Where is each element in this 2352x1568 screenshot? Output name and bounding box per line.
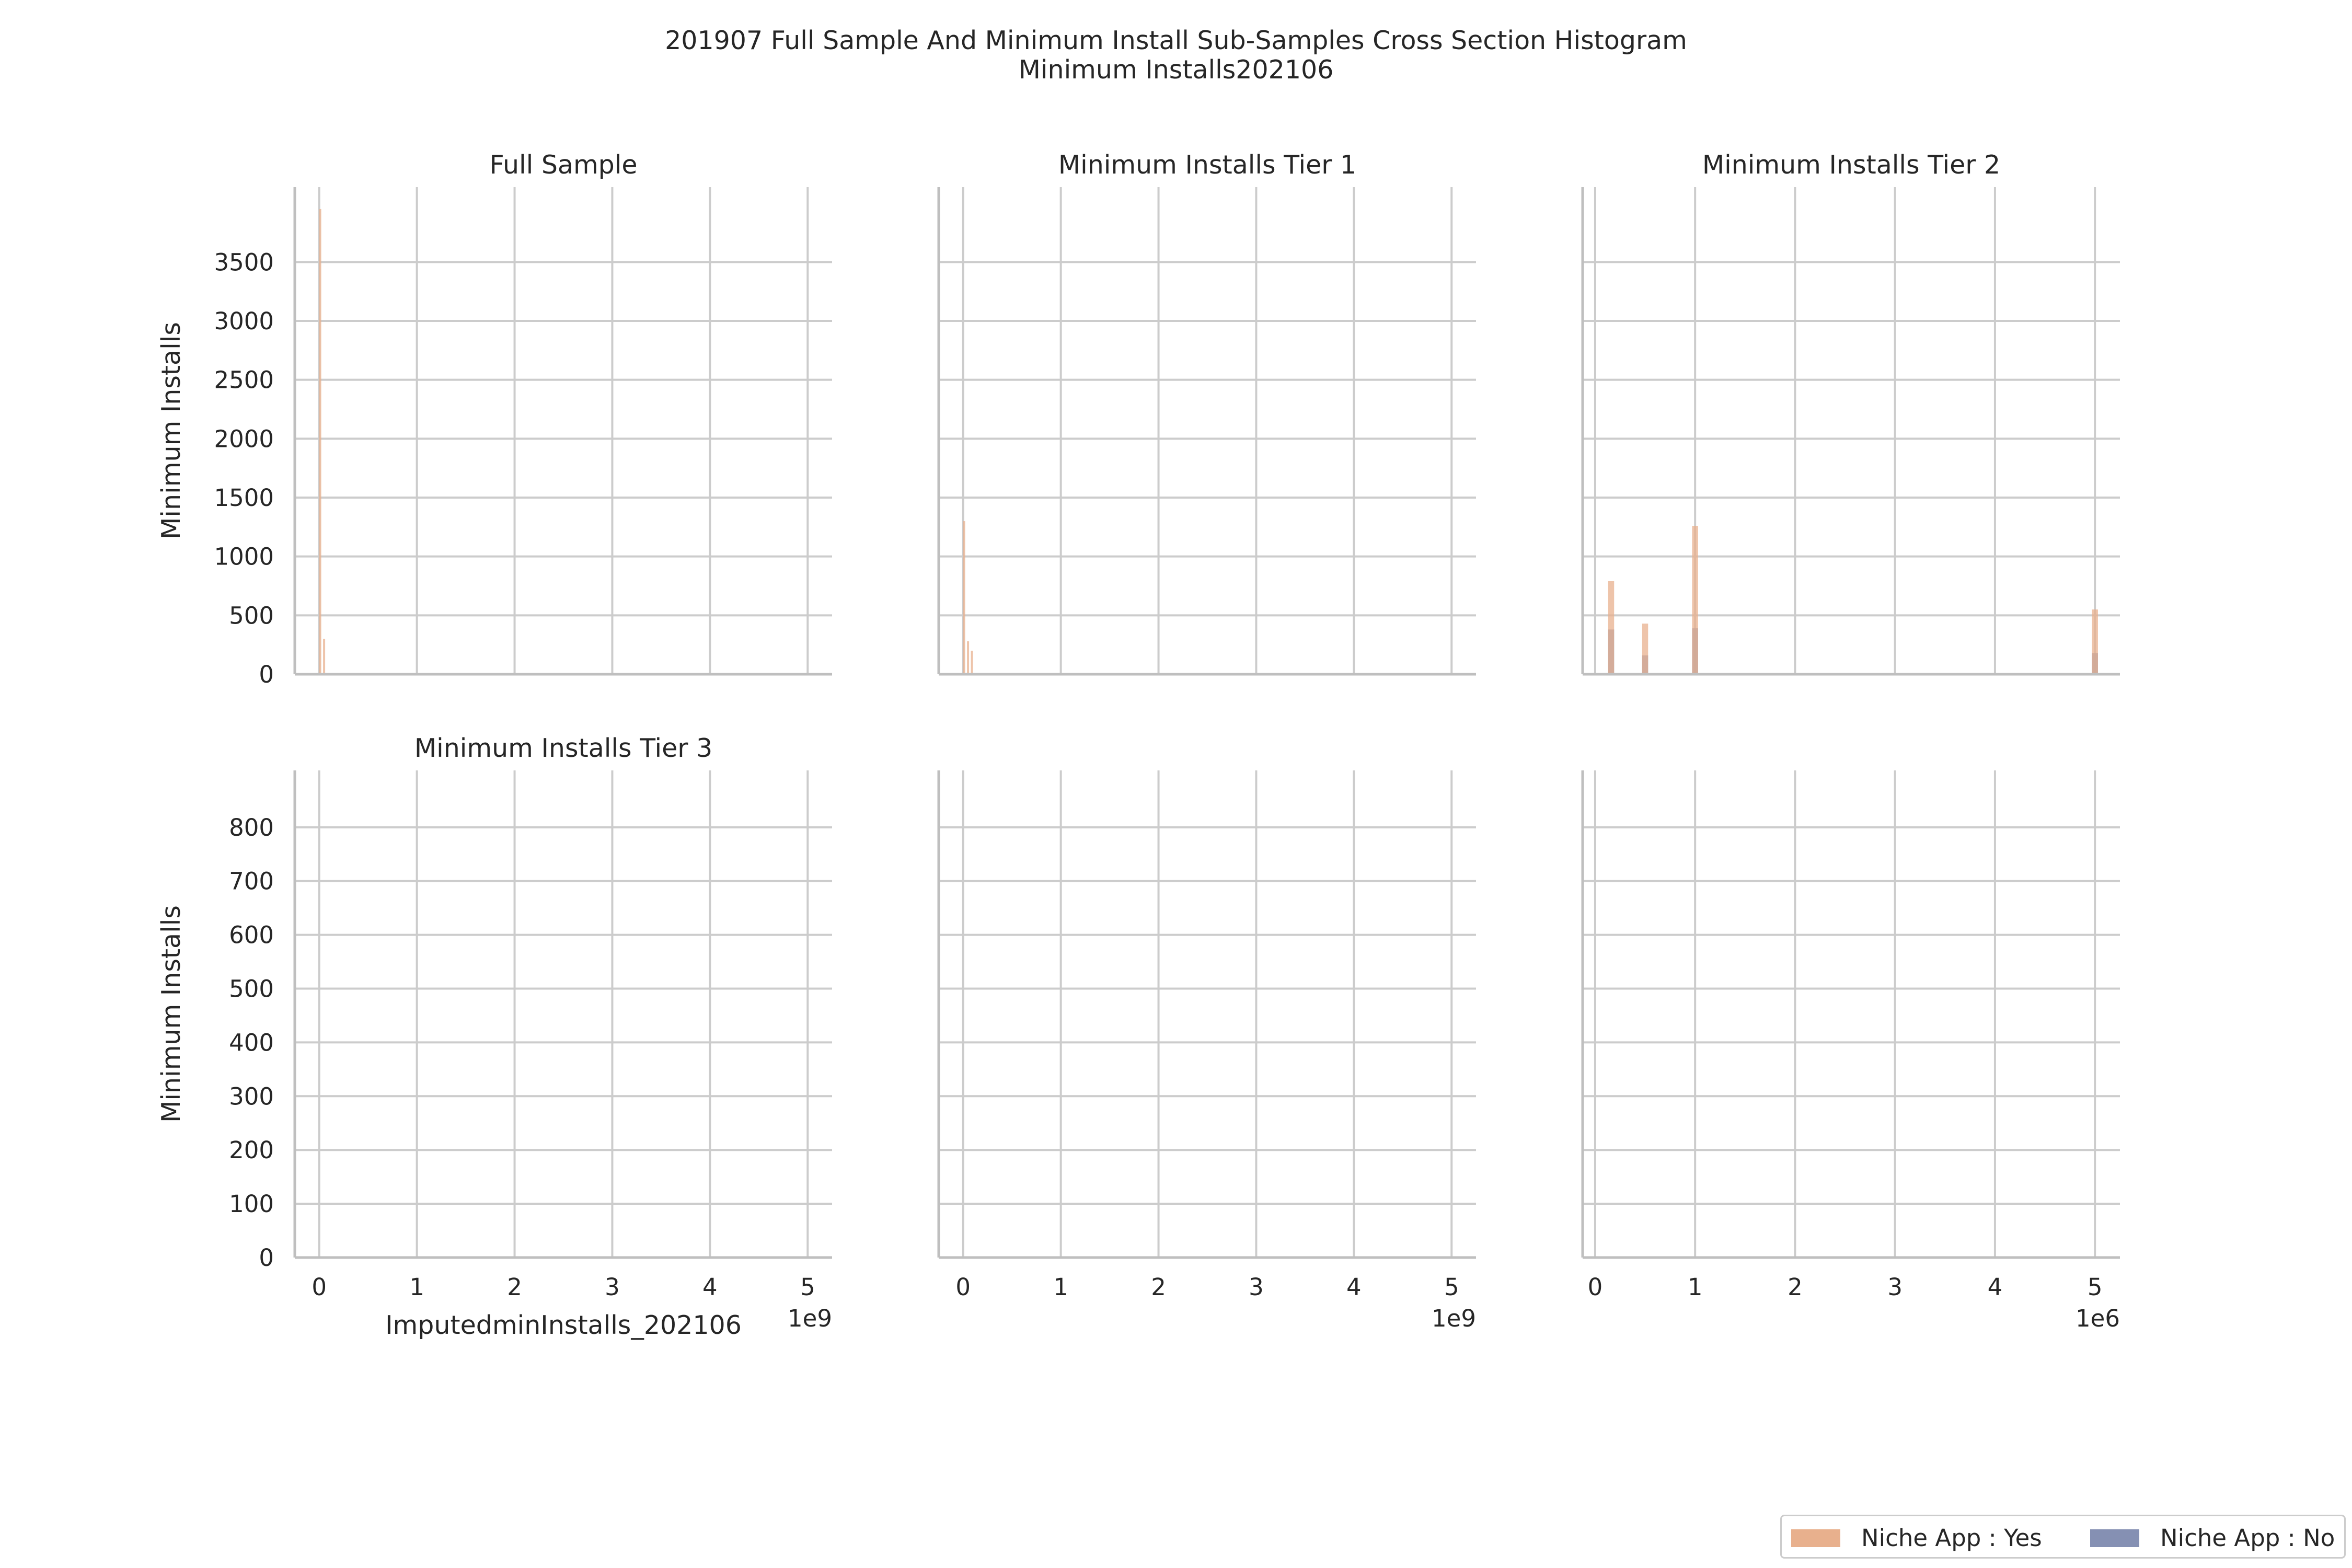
x-tick-label: 2 <box>1151 1273 1166 1301</box>
facet-panel-5: 0 1 2 3 4 5 1e9 <box>937 770 1476 1332</box>
bar-niche-yes <box>1608 581 1615 674</box>
x-tick-label: 3 <box>1249 1273 1264 1301</box>
y-tick-label: 100 <box>229 1190 274 1218</box>
y-axis-label: Minimum Installs <box>156 322 186 539</box>
y-tick-label: 2000 <box>214 425 274 453</box>
panel-title: Minimum Installs Tier 3 <box>414 733 712 763</box>
facet-panel-1: 0 500 1000 1500 2000 2500 3000 3500 Full Sample M… <box>156 150 832 688</box>
x-tick-label: 5 <box>2088 1273 2103 1301</box>
x-tick-label: 4 <box>1346 1273 1362 1301</box>
x-tick-label: 2 <box>507 1273 522 1301</box>
x-tick-label: 4 <box>702 1273 718 1301</box>
bar-niche-yes <box>319 209 321 674</box>
x-tick-label: 1 <box>1053 1273 1068 1301</box>
x-tick-label: 5 <box>800 1273 815 1301</box>
x-offset-label: 1e9 <box>788 1305 832 1332</box>
y-tick-label: 700 <box>229 868 274 895</box>
bar-niche-yes <box>963 521 965 674</box>
facet-panel-3: Minimum Installs Tier 2 <box>1581 150 2120 676</box>
y-tick-label: 0 <box>259 661 274 688</box>
y-tick-label: 3000 <box>214 307 274 335</box>
legend-swatch-niche-no <box>2090 1529 2139 1547</box>
y-tick-label: 1000 <box>214 543 274 571</box>
bar-niche-yes <box>1692 526 1698 674</box>
y-tick-label: 400 <box>229 1029 274 1056</box>
x-offset-label: 1e9 <box>1432 1305 1476 1332</box>
x-tick-label: 3 <box>605 1273 620 1301</box>
facet-panel-4: 0 100 200 300 400 500 600 700 800 0 1 2 3 4 5 1e9 Minimu… <box>156 733 832 1340</box>
y-tick-label: 500 <box>229 975 274 1003</box>
x-tick-label: 1 <box>1688 1273 1703 1301</box>
y-tick-label: 200 <box>229 1136 274 1164</box>
bar-niche-yes <box>971 650 973 674</box>
x-tick-label: 2 <box>1788 1273 1803 1301</box>
y-tick-label: 500 <box>229 602 274 629</box>
y-tick-label: 0 <box>259 1244 274 1272</box>
bar-niche-yes <box>967 641 970 674</box>
y-tick-label: 2500 <box>214 366 274 394</box>
legend: Niche App : Yes Niche App : No <box>1780 1515 2346 1559</box>
facet-panel-6: 0 1 2 3 4 5 1e6 <box>1581 770 2120 1332</box>
bar-niche-yes <box>2092 609 2098 674</box>
legend-label-niche-no: Niche App : No <box>2160 1524 2335 1552</box>
legend-label-niche-yes: Niche App : Yes <box>1861 1524 2042 1552</box>
y-tick-label: 3500 <box>214 248 274 276</box>
legend-swatch-niche-yes <box>1791 1529 1840 1547</box>
y-tick-label: 600 <box>229 921 274 949</box>
legend-item-niche-yes: Niche App : Yes <box>1791 1526 2042 1551</box>
bar-niche-yes <box>323 639 326 674</box>
x-offset-label: 1e6 <box>2076 1305 2120 1332</box>
x-tick-label: 4 <box>1988 1273 2003 1301</box>
x-tick-label: 1 <box>409 1273 424 1301</box>
figure-title-line-1: 201907 Full Sample And Minimum Install S… <box>665 26 1687 55</box>
x-tick-label: 3 <box>1887 1273 1903 1301</box>
x-axis-label: ImputedminInstalls_202106 <box>385 1310 742 1340</box>
panel-title: Minimum Installs Tier 1 <box>1058 150 1356 180</box>
y-axis-label: Minimum Installs <box>156 905 186 1123</box>
legend-item-niche-no: Niche App : No <box>2090 1526 2335 1551</box>
figure-title-line-2: Minimum Installs202106 <box>1018 55 1334 85</box>
x-tick-label: 5 <box>1444 1273 1459 1301</box>
y-tick-label: 1500 <box>214 484 274 512</box>
panel-title: Minimum Installs Tier 2 <box>1702 150 2000 180</box>
x-tick-label: 0 <box>1588 1273 1603 1301</box>
y-tick-label: 800 <box>229 814 274 841</box>
panel-title: Full Sample <box>489 150 637 180</box>
facet-panel-2: Minimum Installs Tier 1 <box>937 150 1476 676</box>
x-tick-label: 0 <box>955 1273 971 1301</box>
y-tick-label: 300 <box>229 1082 274 1110</box>
x-tick-label: 0 <box>312 1273 327 1301</box>
bar-niche-yes <box>1642 624 1648 674</box>
